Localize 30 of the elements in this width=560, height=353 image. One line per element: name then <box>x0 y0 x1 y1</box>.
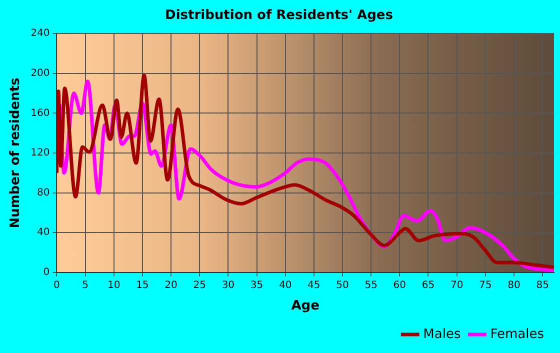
x-tick-label: 70 <box>450 280 464 291</box>
x-tick-label: 30 <box>222 280 235 291</box>
y-tick-label: 240 <box>30 28 50 40</box>
y-tick-label: 0 <box>43 266 50 278</box>
chart-title: Distribution of Residents' Ages <box>165 8 394 24</box>
legend-label: Females <box>490 326 544 342</box>
x-tick-label: 20 <box>164 280 178 291</box>
x-tick-label: 45 <box>308 280 320 291</box>
y-axis-title: Number of residents <box>8 77 24 228</box>
x-tick-label: 10 <box>107 280 120 291</box>
x-tick-label: 75 <box>479 280 492 291</box>
x-tick-label: 55 <box>364 280 378 291</box>
legend-label: Males <box>423 326 461 342</box>
x-tick-label: 35 <box>250 280 264 291</box>
x-tick-label: 15 <box>136 280 149 291</box>
x-axis-title: Age <box>291 298 320 314</box>
x-tick-label: 5 <box>82 280 88 291</box>
y-tick-label: 40 <box>36 227 50 238</box>
x-tick-label: 25 <box>193 280 206 291</box>
y-tick-label: 200 <box>30 68 50 79</box>
x-tick-label: 65 <box>422 280 435 291</box>
y-tick-label: 160 <box>30 108 50 119</box>
x-tick-label: 0 <box>54 280 60 291</box>
y-tick-label: 120 <box>30 148 50 159</box>
x-tick-label: 85 <box>536 280 549 291</box>
x-tick-label: 50 <box>336 280 349 291</box>
x-tick-label: 60 <box>393 280 406 291</box>
x-tick-label: 80 <box>508 280 520 291</box>
x-tick-label: 40 <box>278 280 292 291</box>
y-tick-label: 80 <box>36 187 50 198</box>
